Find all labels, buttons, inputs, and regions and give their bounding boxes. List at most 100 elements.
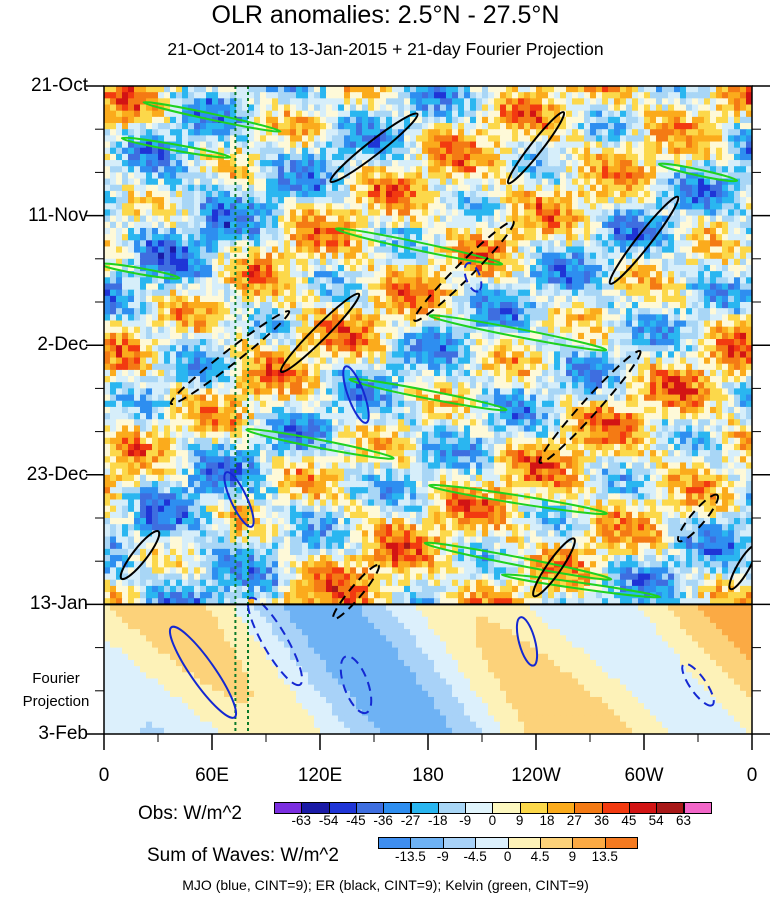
obs-cell	[596, 264, 603, 272]
obs-cell	[680, 166, 687, 173]
obs-cell	[434, 104, 441, 112]
obs-cell	[140, 221, 147, 229]
obs-cell	[224, 252, 231, 260]
obs-cell	[242, 332, 249, 340]
obs-cell	[704, 227, 711, 235]
obs-cell	[584, 104, 591, 112]
obs-cell	[206, 314, 213, 322]
obs-cell	[476, 129, 483, 136]
obs-cell	[644, 295, 651, 303]
obs-cell	[362, 258, 369, 266]
obs-cell	[380, 147, 387, 155]
obs-cell	[674, 271, 681, 278]
obs-cell	[506, 184, 513, 192]
obs-cell	[434, 295, 441, 303]
obs-cell	[632, 295, 639, 303]
obs-cell	[680, 178, 687, 186]
obs-cell	[326, 277, 333, 285]
obs-cell	[302, 308, 309, 315]
obs-cell	[452, 240, 459, 248]
obs-cell	[320, 190, 327, 198]
obs-cell	[632, 351, 639, 359]
obs-cell	[596, 98, 603, 106]
obs-cell	[506, 264, 513, 272]
obs-cell	[512, 160, 519, 167]
obs-cell	[128, 339, 135, 346]
obs-cell	[482, 320, 489, 328]
obs-cell	[134, 141, 141, 149]
obs-cell	[728, 314, 735, 322]
obs-cell	[254, 295, 261, 303]
obs-cell	[566, 147, 573, 155]
obs-cell	[596, 271, 603, 278]
obs-cell	[128, 190, 135, 198]
obs-cell	[590, 332, 597, 340]
obs-cell	[122, 234, 129, 241]
obs-cell	[308, 258, 315, 266]
obs-cell	[656, 264, 663, 272]
obs-cell	[476, 289, 483, 297]
obs-cell	[104, 92, 111, 99]
obs-cell	[590, 92, 597, 99]
obs-cell	[566, 123, 573, 130]
obs-cell	[398, 345, 405, 352]
obs-cell	[506, 351, 513, 359]
obs-cell	[236, 215, 243, 223]
obs-cell	[512, 209, 519, 217]
obs-cell	[428, 116, 435, 124]
obs-cell	[416, 147, 423, 155]
obs-cell	[404, 184, 411, 192]
obs-cell	[314, 178, 321, 186]
obs-cell	[698, 86, 705, 93]
obs-cell	[464, 258, 471, 266]
obs-cell	[524, 203, 531, 211]
obs-cell	[338, 166, 345, 173]
obs-cell	[344, 351, 351, 359]
obs-cell	[518, 160, 525, 167]
obs-cell	[194, 104, 201, 112]
obs-cell	[530, 302, 537, 309]
obs-cell	[110, 283, 117, 291]
obs-cell	[464, 123, 471, 130]
obs-cell	[290, 351, 297, 359]
obs-cell	[662, 209, 669, 217]
obs-cell	[140, 240, 147, 248]
obs-cell	[488, 252, 495, 260]
obs-cell	[680, 326, 687, 334]
obs-cell	[260, 110, 267, 118]
obs-cell	[722, 110, 729, 118]
obs-cell	[332, 141, 339, 149]
obs-cell	[416, 104, 423, 112]
obs-cell	[500, 252, 507, 260]
obs-cell	[518, 123, 525, 130]
obs-cell	[284, 246, 291, 254]
obs-cell	[650, 184, 657, 192]
obs-cell	[452, 190, 459, 198]
obs-cell	[362, 302, 369, 309]
obs-cell	[428, 295, 435, 303]
obs-cell	[668, 289, 675, 297]
obs-cell	[362, 332, 369, 340]
obs-cell	[206, 209, 213, 217]
obs-cell	[536, 147, 543, 155]
obs-cell	[260, 141, 267, 149]
obs-cell	[458, 147, 465, 155]
obs-cell	[608, 264, 615, 272]
obs-cell	[614, 110, 621, 118]
obs-cell	[176, 215, 183, 223]
obs-cell	[512, 190, 519, 198]
obs-cell	[596, 240, 603, 248]
obs-cell	[356, 345, 363, 352]
obs-cell	[332, 215, 339, 223]
obs-cell	[320, 302, 327, 309]
obs-cell	[158, 92, 165, 99]
obs-cell	[278, 197, 285, 204]
obs-cell	[716, 104, 723, 112]
obs-cell	[122, 252, 129, 260]
obs-cell	[662, 332, 669, 340]
obs-cell	[596, 221, 603, 229]
obs-cell	[740, 98, 747, 106]
obs-cell	[560, 295, 567, 303]
obs-cell	[728, 271, 735, 278]
obs-cell	[242, 110, 249, 118]
